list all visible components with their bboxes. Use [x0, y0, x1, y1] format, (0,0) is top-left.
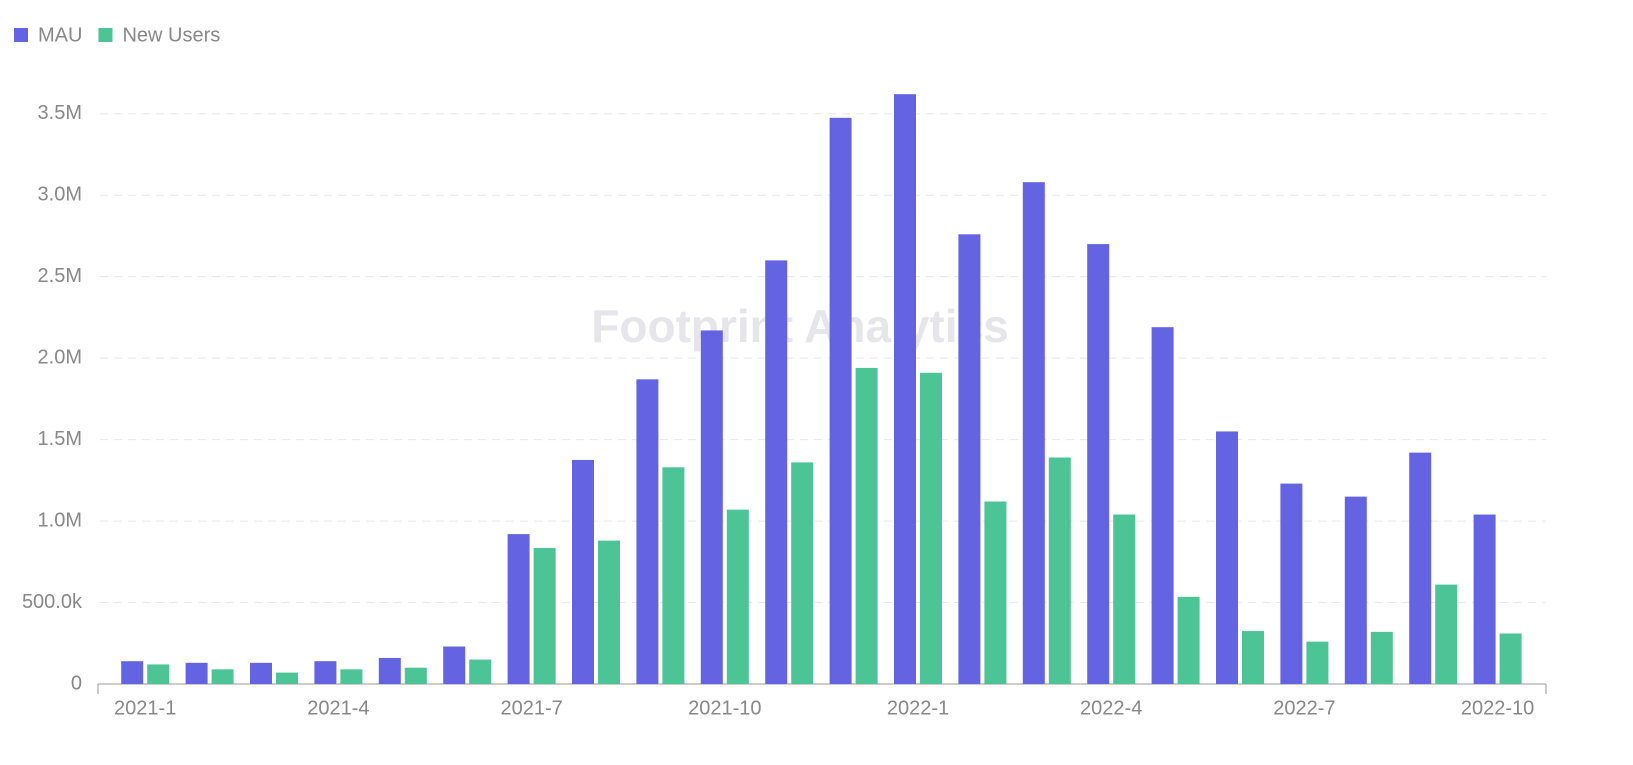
y-tick-label: 2.0M — [38, 346, 82, 368]
x-tick-label: 2021-4 — [307, 697, 369, 719]
bar — [1473, 514, 1496, 684]
x-tick-label: 2022-4 — [1080, 697, 1142, 719]
bar — [276, 672, 298, 684]
bar — [1022, 182, 1045, 684]
bar — [1177, 596, 1200, 684]
bar — [700, 330, 723, 684]
bar — [765, 260, 788, 684]
x-tick-label: 2022-10 — [1461, 697, 1534, 719]
y-tick-label: 3.0M — [38, 183, 82, 205]
bar — [250, 662, 272, 684]
bar — [920, 372, 942, 684]
x-tick-label: 2022-7 — [1273, 697, 1335, 719]
bar — [121, 661, 144, 684]
bar — [469, 659, 492, 684]
watermark: Footprint Analytics — [591, 300, 1008, 352]
bar — [572, 459, 594, 684]
bar — [894, 94, 916, 684]
bar — [147, 664, 170, 684]
bar — [404, 667, 427, 684]
bar — [378, 657, 401, 684]
x-tick-label: 2021-1 — [114, 697, 176, 719]
legend-label: MAU — [38, 24, 82, 46]
y-tick-label: 3.5M — [38, 102, 82, 124]
bar — [855, 367, 878, 684]
bar — [1048, 457, 1071, 684]
x-tick-label: 2022-1 — [887, 697, 949, 719]
legend-swatch — [14, 28, 28, 42]
bar — [958, 234, 981, 684]
bar — [1409, 452, 1432, 684]
y-tick-label: 500.0k — [22, 591, 83, 613]
bar — [1435, 584, 1458, 684]
bar — [636, 379, 659, 684]
x-tick-label: 2021-7 — [500, 697, 562, 719]
bar — [662, 467, 685, 684]
legend-label: New Users — [122, 24, 220, 46]
bar — [1242, 631, 1264, 684]
bar — [829, 117, 852, 685]
bar — [533, 547, 556, 684]
bar — [314, 661, 337, 684]
bar — [211, 669, 234, 684]
y-tick-label: 1.0M — [38, 509, 82, 531]
bar — [1499, 633, 1522, 684]
bar — [1280, 483, 1303, 684]
y-tick-label: 0 — [71, 672, 82, 694]
bar — [1306, 641, 1329, 684]
bar — [1370, 631, 1393, 684]
bar — [1216, 431, 1238, 684]
bar — [1344, 496, 1367, 684]
bar — [443, 646, 466, 684]
y-tick-label: 2.5M — [38, 265, 82, 287]
bar — [984, 501, 1007, 684]
y-tick-label: 1.5M — [38, 428, 82, 450]
bar — [1113, 514, 1136, 684]
bar — [598, 540, 620, 684]
bar — [726, 509, 749, 684]
bar — [507, 534, 530, 684]
legend-swatch — [98, 28, 113, 42]
bar — [340, 669, 363, 684]
bar — [185, 662, 208, 684]
x-tick-label: 2021-10 — [688, 697, 761, 719]
bar — [1087, 244, 1110, 684]
bar — [791, 462, 814, 684]
bar — [1151, 327, 1174, 684]
